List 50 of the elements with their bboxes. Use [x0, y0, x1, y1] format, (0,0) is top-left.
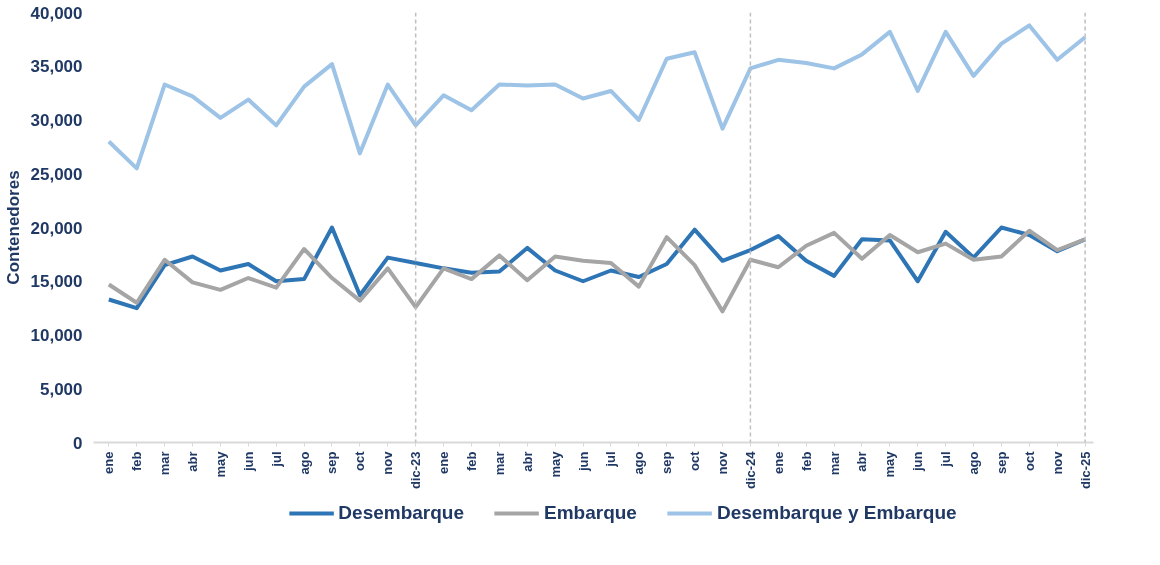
- x-tick-label: may: [212, 450, 228, 478]
- x-tick-label: oct: [687, 450, 703, 471]
- x-tick-label: ago: [966, 451, 982, 475]
- x-tick-label: ago: [631, 451, 647, 475]
- x-tick-label: sep: [324, 451, 340, 474]
- x-tick-label: dic-25: [1077, 451, 1093, 490]
- y-axis-title: Contenedores: [3, 170, 23, 285]
- x-tick-label: ago: [296, 451, 312, 475]
- x-tick-label: nov: [715, 450, 731, 475]
- x-tick-label: abr: [854, 451, 870, 472]
- y-tick-label: 10,000: [30, 326, 83, 345]
- x-tick-label: nov: [380, 450, 396, 475]
- y-tick-label: 35,000: [30, 57, 83, 77]
- x-tick-label: sep: [993, 451, 1009, 474]
- y-tick-label: 40,000: [30, 3, 83, 23]
- x-tick-label: dic-24: [742, 450, 758, 490]
- y-tick-label: 25,000: [30, 164, 83, 184]
- x-tick-label: ene: [101, 451, 117, 474]
- legend-label: Desembarque y Embarque: [716, 502, 957, 524]
- x-tick-label: nov: [1049, 450, 1065, 475]
- x-tick-label: abr: [185, 451, 201, 472]
- x-tick-label: jun: [910, 451, 926, 472]
- x-tick-label: sep: [659, 451, 675, 474]
- y-tick-label: 15,000: [30, 272, 83, 292]
- y-tick-label: 0: [73, 433, 83, 453]
- x-tick-label: ene: [436, 451, 452, 474]
- x-tick-label: oct: [352, 450, 368, 471]
- x-tick-label: ene: [770, 451, 786, 474]
- x-tick-label: abr: [519, 451, 535, 472]
- x-tick-label: jun: [575, 451, 591, 472]
- x-tick-label: mar: [491, 451, 507, 476]
- x-tick-label: may: [882, 450, 898, 478]
- x-tick-label: dic-23: [408, 451, 424, 490]
- legend-label: Desembarque: [338, 502, 465, 524]
- x-tick-label: feb: [129, 451, 145, 471]
- x-tick-label: mar: [826, 451, 842, 476]
- x-tick-label: feb: [798, 451, 814, 471]
- x-tick-label: jun: [240, 451, 256, 472]
- x-tick-label: may: [547, 450, 563, 478]
- legend-label: Embarque: [544, 502, 637, 524]
- y-tick-label: 20,000: [30, 218, 83, 238]
- x-tick-label: mar: [157, 451, 173, 476]
- x-tick-label: jul: [938, 451, 954, 468]
- y-tick-label: 5,000: [39, 379, 83, 399]
- line-series: [106, 23, 1088, 171]
- x-tick-label: oct: [1021, 450, 1037, 471]
- x-tick-label: jul: [268, 451, 284, 468]
- x-tick-label: jul: [603, 451, 619, 468]
- y-tick-label: 30,000: [30, 111, 83, 130]
- x-tick-label: feb: [463, 451, 479, 471]
